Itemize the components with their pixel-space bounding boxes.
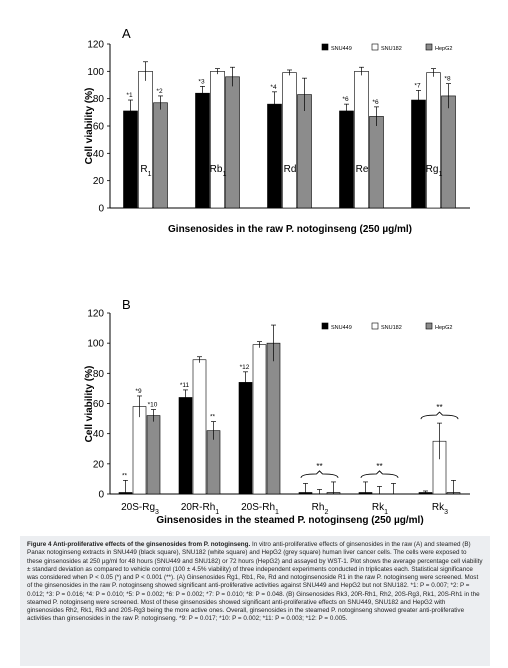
y-tick-label: 20 [93,176,105,187]
legend-swatch [321,43,329,51]
bar [441,95,456,209]
bar [206,430,221,495]
category-label: Rh2 [312,502,329,516]
significance-label: *6 [342,96,349,103]
group-significance-label: ** [436,403,442,412]
group-bracket [300,470,339,479]
bar [132,406,147,495]
group-bracket [420,411,459,420]
y-tick-label: 40 [93,149,105,160]
significance-label: *4 [270,84,277,91]
legend-label: SNU449 [331,46,352,52]
significance-label: ** [122,472,128,479]
y-tick-label: 80 [93,94,105,105]
legend-label: HepG2 [435,46,452,52]
bar [267,103,282,209]
group-significance-label: ** [316,462,322,471]
category-label: R1 [140,164,151,178]
bar [210,71,225,209]
bar [153,102,168,209]
y-tick-label: 0 [98,204,104,215]
bar [282,72,297,209]
legend-swatch [425,43,433,51]
y-tick-label: 120 [87,309,104,320]
y-tick-label: 60 [93,399,105,410]
panel-b-chart: B 0 20 40 60 80 100 120 Cell viability (%) Ginsen… [84,297,470,526]
significance-label: *11 [180,382,190,389]
panel-label: A [122,26,131,41]
significance-label: *2 [156,88,163,95]
y-tick-label: 80 [93,369,105,380]
caption-title: Figure 4 Anti-proliferative effects of t… [27,541,251,548]
bar [369,116,384,209]
legend-swatch [321,322,329,330]
category-label: 20S-Rg3 [121,502,159,516]
legend-label: HepG2 [435,325,452,331]
bar [411,99,426,209]
category-label: 20S-Rh1 [241,502,279,516]
figure-caption: Figure 4 Anti-proliferative effects of t… [20,536,490,666]
significance-label: *8 [444,76,451,83]
legend-label: SNU182 [381,46,402,52]
category-label: Rd [284,164,297,175]
legend-swatch [371,322,379,330]
bar [354,71,369,209]
significance-label: *3 [198,78,205,85]
x-axis-label: Ginsenosides in the steamed P. notoginse… [156,515,423,526]
panel-a-chart: A 0 20 40 60 80 100 120 Cell viability (%) Ginsen… [84,26,470,235]
y-tick-label: 100 [87,67,104,78]
bar [192,359,207,495]
legend-label: SNU449 [331,325,352,331]
bar [225,76,240,209]
significance-label: *9 [135,388,142,395]
legend-swatch [425,322,433,330]
y-tick-label: 120 [87,40,104,51]
group-significance-label: ** [376,462,382,471]
bar [339,110,354,209]
y-tick-label: 0 [98,490,104,501]
category-label: Rg1 [426,164,443,178]
significance-label: *7 [414,82,421,89]
y-axis-label: Cell viability (%) [84,366,95,443]
group-bracket [360,470,399,479]
significance-label: *1 [126,92,133,99]
y-tick-label: 20 [93,459,105,470]
bar [297,94,312,209]
legend-label: SNU182 [381,325,402,331]
legend-swatch [371,43,379,51]
category-label: Re [356,164,369,175]
y-tick-label: 40 [93,429,105,440]
bar [195,92,210,209]
bar [178,397,193,495]
category-label: 20R-Rh1 [181,502,219,516]
bar [266,342,281,495]
panel-label: B [122,297,131,312]
bar [238,382,253,495]
bar [426,72,441,209]
x-axis-label: Ginsenosides in the raw P. notoginseng (… [168,224,412,235]
category-label: Rk3 [432,502,448,516]
bar [252,344,267,495]
bar [123,110,138,209]
significance-label: *10 [148,402,158,409]
significance-label: *12 [240,364,250,371]
y-tick-label: 60 [93,122,105,133]
category-label: Rk1 [372,502,388,516]
y-tick-label: 100 [87,339,104,350]
y-axis-label: Cell viability (%) [84,88,95,165]
bar [146,415,161,495]
caption-body: In vitro anti-proliferative effects of g… [27,541,483,623]
significance-label: *6 [372,99,379,106]
category-label: Rb1 [210,164,227,178]
bar [138,71,153,209]
significance-label: ** [210,414,216,421]
